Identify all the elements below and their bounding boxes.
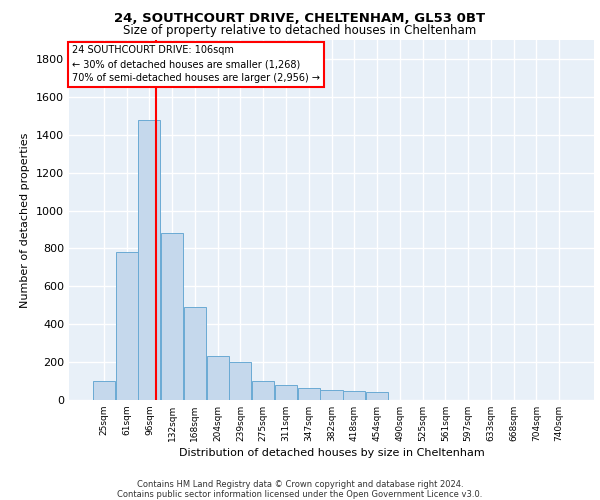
X-axis label: Distribution of detached houses by size in Cheltenham: Distribution of detached houses by size …: [179, 448, 484, 458]
Text: 24 SOUTHCOURT DRIVE: 106sqm
← 30% of detached houses are smaller (1,268)
70% of : 24 SOUTHCOURT DRIVE: 106sqm ← 30% of det…: [71, 46, 320, 84]
Bar: [116, 252, 138, 400]
Bar: [298, 388, 320, 400]
Bar: [139, 120, 160, 400]
Bar: [366, 392, 388, 400]
Bar: [229, 362, 251, 400]
Bar: [184, 307, 206, 400]
Bar: [93, 381, 115, 400]
Bar: [206, 356, 229, 400]
Text: Size of property relative to detached houses in Cheltenham: Size of property relative to detached ho…: [124, 24, 476, 37]
Text: 24, SOUTHCOURT DRIVE, CHELTENHAM, GL53 0BT: 24, SOUTHCOURT DRIVE, CHELTENHAM, GL53 0…: [115, 12, 485, 26]
Bar: [320, 390, 343, 400]
Bar: [275, 385, 297, 400]
Bar: [343, 390, 365, 400]
Bar: [161, 234, 183, 400]
Y-axis label: Number of detached properties: Number of detached properties: [20, 132, 31, 308]
Bar: [252, 381, 274, 400]
Text: Contains HM Land Registry data © Crown copyright and database right 2024.
Contai: Contains HM Land Registry data © Crown c…: [118, 480, 482, 499]
